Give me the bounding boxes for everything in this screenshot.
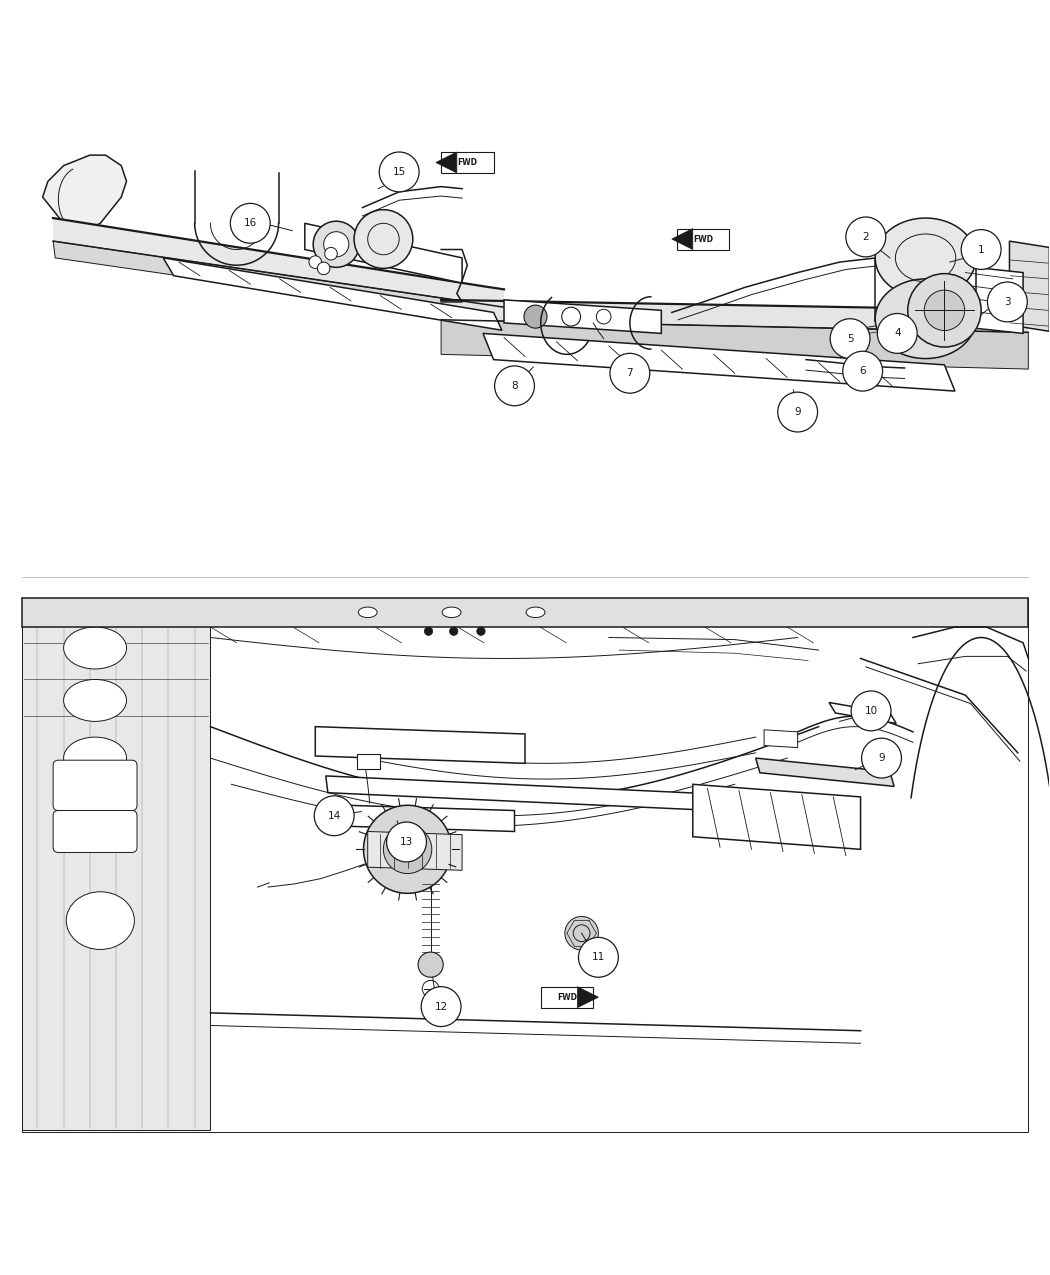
Circle shape: [383, 825, 432, 873]
Bar: [1, 580, 1049, 1162]
Circle shape: [421, 987, 461, 1026]
Polygon shape: [54, 241, 504, 323]
Polygon shape: [304, 223, 462, 283]
FancyBboxPatch shape: [54, 760, 136, 811]
Ellipse shape: [358, 607, 377, 617]
Circle shape: [324, 247, 337, 260]
Polygon shape: [830, 703, 897, 723]
Circle shape: [424, 627, 433, 635]
Bar: [541, 987, 593, 1007]
Polygon shape: [764, 729, 798, 747]
Circle shape: [379, 152, 419, 191]
Polygon shape: [346, 806, 514, 831]
Circle shape: [230, 204, 270, 244]
Circle shape: [778, 393, 818, 432]
Text: 11: 11: [592, 952, 605, 963]
Ellipse shape: [526, 607, 545, 617]
Text: FWD: FWD: [693, 235, 713, 244]
Polygon shape: [368, 831, 462, 871]
Text: 14: 14: [328, 811, 341, 821]
Circle shape: [354, 209, 413, 269]
Circle shape: [579, 937, 618, 977]
Polygon shape: [483, 333, 954, 391]
Polygon shape: [693, 784, 861, 849]
Circle shape: [314, 796, 354, 835]
Circle shape: [524, 305, 547, 328]
Text: 6: 6: [859, 366, 866, 376]
Circle shape: [852, 691, 891, 731]
Text: 10: 10: [864, 706, 878, 715]
Circle shape: [363, 806, 452, 894]
Circle shape: [987, 282, 1027, 321]
Polygon shape: [578, 987, 598, 1007]
Circle shape: [610, 353, 650, 393]
Text: 4: 4: [894, 329, 901, 338]
Circle shape: [386, 822, 426, 862]
Circle shape: [495, 366, 534, 405]
Polygon shape: [315, 727, 525, 764]
Circle shape: [313, 221, 359, 268]
Text: 9: 9: [795, 407, 801, 417]
Circle shape: [418, 952, 443, 977]
Circle shape: [565, 917, 598, 950]
Text: FWD: FWD: [458, 158, 478, 167]
Ellipse shape: [442, 607, 461, 617]
Text: 15: 15: [393, 167, 405, 177]
Bar: [22, 598, 1028, 1132]
Text: 16: 16: [244, 218, 257, 228]
Circle shape: [477, 627, 485, 635]
Circle shape: [908, 274, 981, 347]
Bar: [357, 754, 380, 769]
Text: FWD: FWD: [556, 993, 576, 1002]
Circle shape: [309, 256, 321, 269]
Text: 13: 13: [400, 836, 413, 847]
Text: 3: 3: [1004, 297, 1011, 307]
Ellipse shape: [64, 627, 127, 669]
Circle shape: [862, 738, 902, 778]
Ellipse shape: [876, 218, 975, 298]
FancyBboxPatch shape: [54, 811, 136, 853]
Polygon shape: [22, 598, 210, 1131]
Ellipse shape: [876, 279, 975, 358]
Polygon shape: [54, 218, 504, 307]
Circle shape: [924, 291, 965, 330]
Polygon shape: [1009, 241, 1049, 332]
Polygon shape: [441, 300, 1028, 333]
Circle shape: [846, 217, 886, 256]
Polygon shape: [326, 776, 783, 813]
Circle shape: [961, 230, 1001, 269]
Bar: [1, 113, 1049, 558]
Circle shape: [323, 232, 349, 256]
Text: 2: 2: [862, 232, 869, 242]
Bar: [677, 228, 730, 250]
Polygon shape: [163, 258, 502, 330]
Polygon shape: [43, 156, 127, 231]
Polygon shape: [22, 598, 1028, 627]
Circle shape: [831, 319, 870, 358]
Text: 9: 9: [878, 754, 885, 764]
Text: 5: 5: [846, 334, 854, 344]
Polygon shape: [954, 265, 1023, 333]
Ellipse shape: [64, 737, 127, 779]
Circle shape: [878, 314, 918, 353]
Polygon shape: [756, 759, 895, 787]
Text: 8: 8: [511, 381, 518, 391]
Polygon shape: [672, 228, 693, 250]
Polygon shape: [441, 320, 1028, 368]
Text: 7: 7: [627, 368, 633, 379]
Circle shape: [317, 263, 330, 274]
Text: 12: 12: [435, 1002, 447, 1011]
Circle shape: [449, 627, 458, 635]
Ellipse shape: [66, 891, 134, 950]
Polygon shape: [436, 152, 457, 173]
Ellipse shape: [64, 680, 127, 722]
Polygon shape: [504, 300, 662, 333]
Text: 1: 1: [978, 245, 985, 255]
Circle shape: [843, 351, 883, 391]
Bar: [441, 152, 494, 173]
